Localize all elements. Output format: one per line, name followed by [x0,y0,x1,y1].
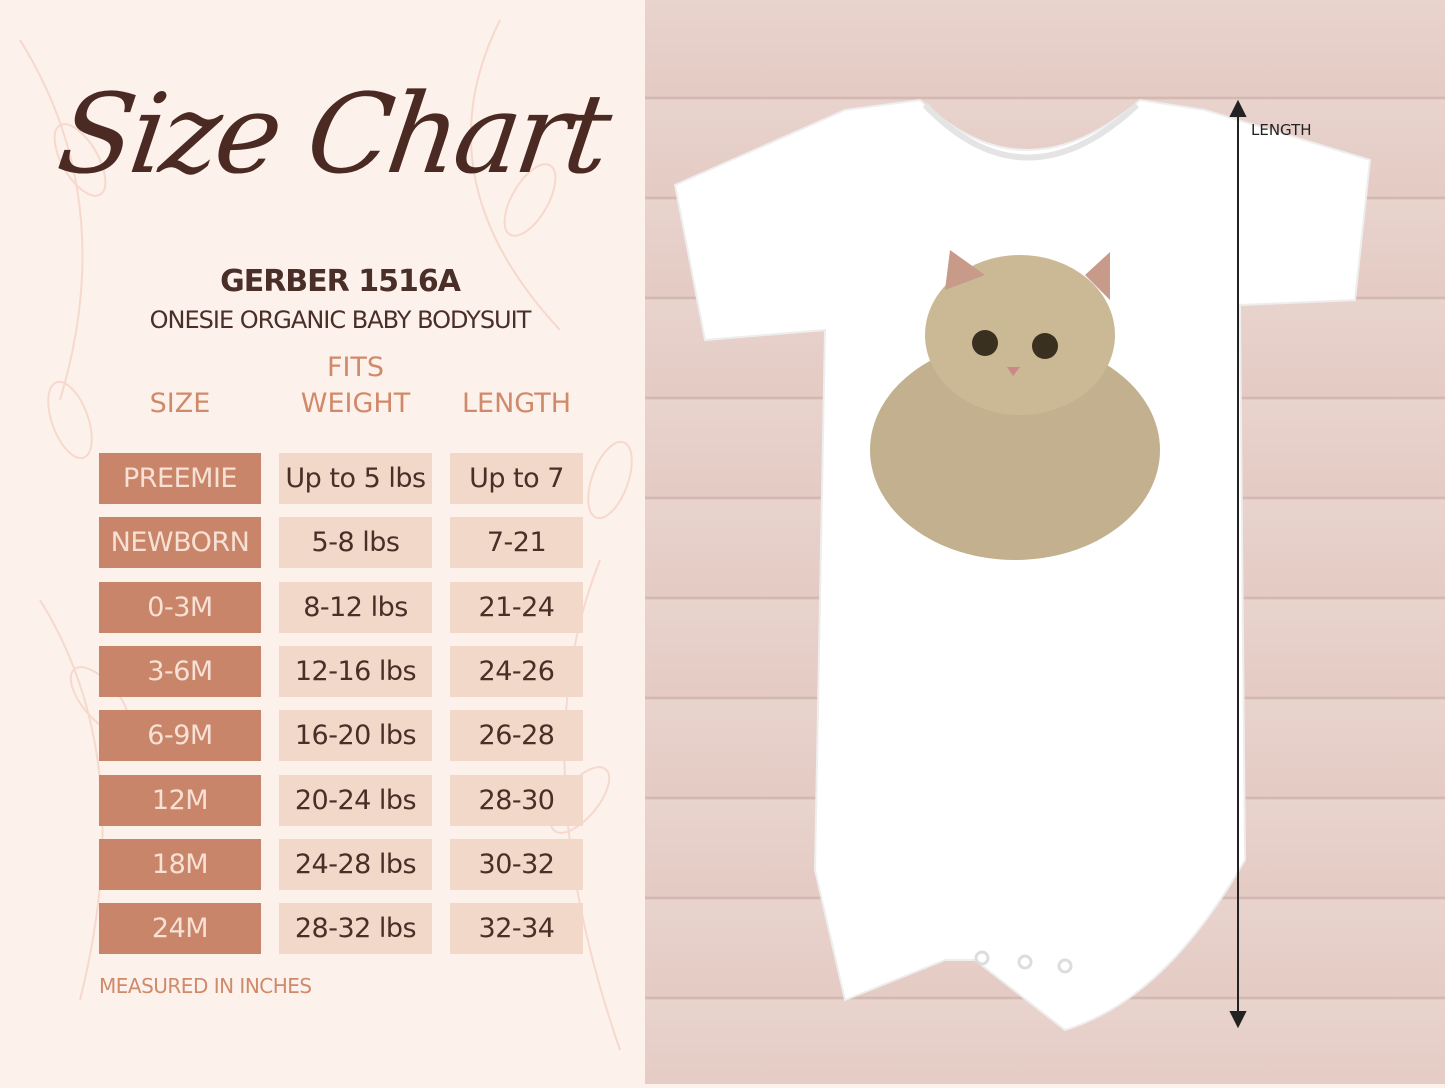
length-cell: 28-30 [450,774,583,826]
size-cell: 3-6M [99,645,261,697]
size-cell: 12M [99,774,261,826]
length-cell: 26-28 [450,710,583,762]
product-description: ONESIE ORGANIC BABY BODYSUIT [149,306,532,334]
length-label: LENGTH [1251,121,1312,139]
weight-cell: 16-20 lbs [279,710,432,762]
length-cell: 30-32 [450,838,583,890]
length-cell: 24-26 [450,645,583,697]
length-cell: Up to 7 [450,453,583,504]
table-row: PREEMIE Up to 5 lbs Up to 7 [99,453,583,504]
table-row: 12M 20-24 lbs 28-30 [99,774,583,826]
page-title: Size Chart [51,70,615,198]
size-cell: 18M [99,838,261,890]
weight-cell: 24-28 lbs [279,838,432,890]
size-cell: 24M [99,903,261,955]
length-cell: 7-21 [450,517,583,569]
size-chart-panel: Size Chart GERBER 1516A ONESIE ORGANIC B… [0,0,645,1084]
size-cell: PREEMIE [99,453,261,504]
table-row: 24M 28-32 lbs 32-34 [99,903,583,955]
table-row: 18M 24-28 lbs 30-32 [99,838,583,890]
weight-cell: 5-8 lbs [279,517,432,569]
size-cell: 6-9M [99,710,261,762]
weight-cell: 28-32 lbs [279,903,432,955]
weight-cell: 20-24 lbs [279,774,432,826]
table-row: 0-3M 8-12 lbs 21-24 [99,581,583,633]
weight-cell: 8-12 lbs [279,581,432,633]
header-weight: WEIGHT [300,388,411,419]
size-cell: NEWBORN [99,517,261,569]
table-row: 3-6M 12-16 lbs 24-26 [99,645,583,697]
length-arrow [1229,99,1247,1029]
weight-cell: Up to 5 lbs [279,453,432,504]
kitten-illustration [870,250,1160,560]
weight-cell: 12-16 lbs [279,645,432,697]
length-cell: 32-34 [450,903,583,955]
header-fits: FITS [326,352,385,383]
header-size: SIZE [149,388,211,419]
size-cell: 0-3M [99,581,261,633]
bodysuit-shape [673,98,1372,1032]
length-cell: 21-24 [450,581,583,633]
product-model: GERBER 1516A [220,264,461,299]
table-row: 6-9M 16-20 lbs 26-28 [99,710,583,762]
table-row: NEWBORN 5-8 lbs 7-21 [99,517,583,569]
header-length: LENGTH [461,388,572,419]
measurement-note: MEASURED IN INCHES [99,974,312,998]
product-photo [645,0,1445,1084]
